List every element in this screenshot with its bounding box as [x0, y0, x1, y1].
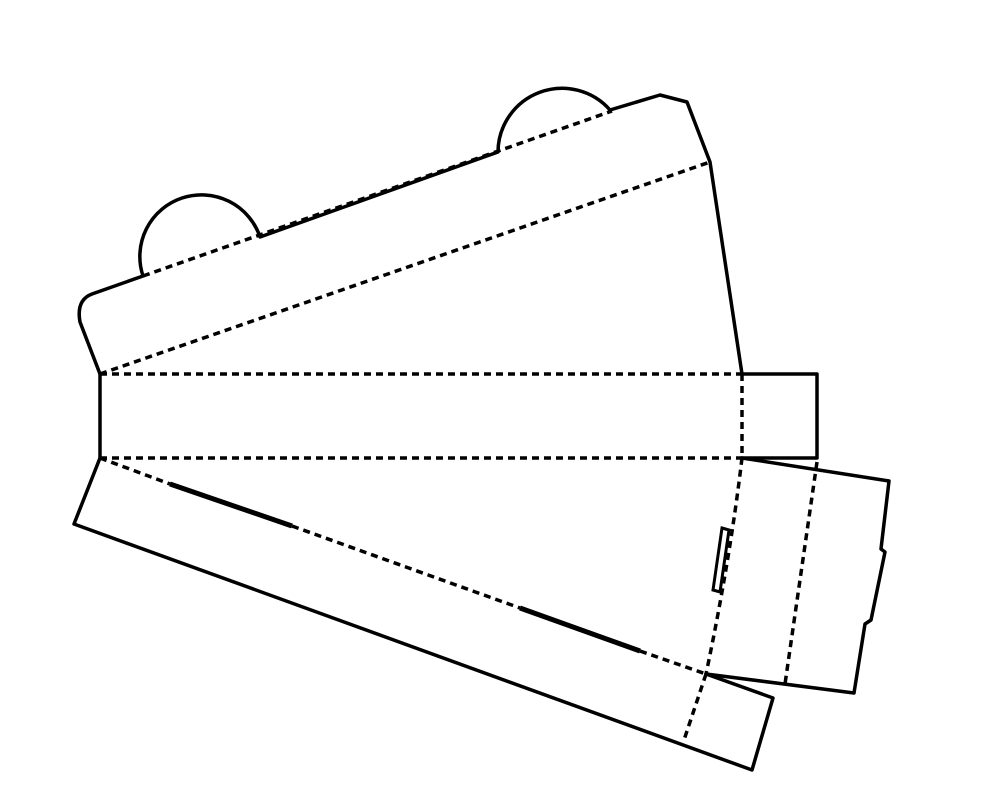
bottom-slot-left	[169, 481, 293, 529]
fold-lines	[99, 109, 819, 741]
bottom-slot-right	[519, 605, 641, 654]
cut-lines	[72, 86, 891, 772]
bottom-diagonal-fold-b	[291, 524, 521, 610]
slots	[169, 481, 731, 654]
curved-side-fold	[704, 457, 744, 675]
bottom-diagonal-fold-a	[99, 456, 171, 486]
bottom-diagonal-fold-c	[639, 649, 707, 676]
bottom-end-flap-fold	[682, 673, 708, 741]
side-tuck-slot	[711, 526, 731, 594]
tab-hinge-fold	[142, 109, 613, 278]
top-panel-cut-outline	[77, 86, 744, 376]
side-tuck-inner-fold	[783, 461, 819, 685]
bottom-panel-cut-outline	[72, 456, 775, 772]
top-panel-diagonal-fold	[99, 160, 711, 376]
right-glue-flap	[740, 372, 819, 460]
side-tuck-panel-outline	[704, 456, 891, 695]
